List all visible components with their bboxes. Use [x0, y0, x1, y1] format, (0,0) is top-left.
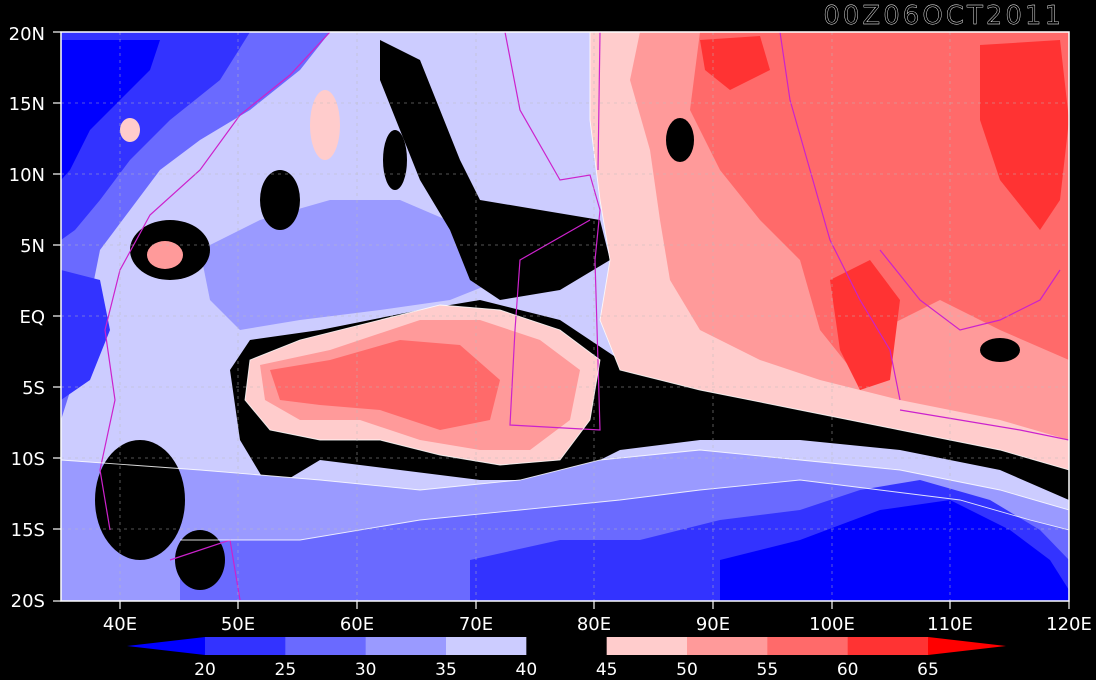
- colorbar-label: 35: [435, 660, 457, 680]
- lat-label: EQ: [19, 307, 45, 328]
- colorbar-label: 65: [917, 660, 939, 680]
- colorbar-label: 45: [596, 660, 618, 680]
- contour-region-east-peak2: [830, 260, 900, 390]
- blob-2: [666, 118, 694, 162]
- colorbar-swatch-high-arrow: [928, 637, 1006, 655]
- colorbar: 20 25 30 35 40 45 50 55 60 65: [127, 637, 1006, 680]
- lat-label: 5N: [20, 236, 45, 257]
- contour-region-east-high: [690, 32, 1069, 380]
- contour-region-east-peak: [980, 40, 1069, 230]
- lon-label: 110E: [927, 614, 973, 635]
- contour-region-central-band: [200, 200, 500, 330]
- contour-lines: [61, 32, 1069, 541]
- colorbar-label: 40: [516, 660, 538, 680]
- longitude-axis: 40E 50E 60E 70E 80E 90E 100E 110E 120E: [103, 601, 1092, 635]
- lon-label: 120E: [1046, 614, 1092, 635]
- contour-region-west-lower: [61, 270, 110, 400]
- colorbar-swatch: [446, 637, 527, 655]
- lon-label: 90E: [696, 614, 730, 635]
- contour-region-west-deepest: [61, 40, 160, 180]
- blob-7: [383, 130, 407, 190]
- lat-label: 15S: [11, 520, 45, 541]
- map-area: [61, 32, 1069, 601]
- lat-label: 15N: [9, 94, 45, 115]
- colorbar-swatch: [847, 637, 929, 655]
- colorbar-swatch: [365, 637, 447, 655]
- colorbar-swatch: [526, 637, 608, 655]
- lat-label: 10N: [9, 165, 45, 186]
- lon-label: 80E: [577, 614, 611, 635]
- lat-label: 20S: [11, 591, 45, 612]
- colorbar-label: 60: [837, 660, 859, 680]
- colorbar-swatch: [767, 637, 849, 655]
- colorbar-label: 20: [194, 660, 216, 680]
- contour-region-tongue-high: [270, 340, 500, 430]
- lat-label: 20N: [9, 24, 45, 45]
- lon-label: 60E: [340, 614, 374, 635]
- lon-label: 40E: [103, 614, 137, 635]
- lon-label: 50E: [221, 614, 255, 635]
- colorbar-label: 30: [355, 660, 377, 680]
- colorbar-swatch: [285, 637, 367, 655]
- blob-4: [175, 530, 225, 590]
- blob-8: [980, 338, 1020, 362]
- patch-3: [120, 118, 140, 142]
- colorbar-swatch: [205, 637, 286, 655]
- contour-region-south-deepest: [720, 500, 1069, 601]
- colorbar-swatch: [687, 637, 768, 655]
- lon-label: 70E: [459, 614, 493, 635]
- gridlines: [61, 32, 1069, 601]
- patch-1: [310, 90, 340, 160]
- lat-label: 5S: [22, 378, 45, 399]
- colorbar-swatch: [606, 637, 688, 655]
- blob-3: [95, 440, 185, 560]
- contour-region-east-peak3: [700, 36, 770, 90]
- patch-2: [147, 241, 183, 269]
- blob-1: [490, 226, 590, 254]
- lon-label: 100E: [809, 614, 855, 635]
- colorbar-label: 25: [275, 660, 297, 680]
- map-title: 00Z06OCT2011: [823, 1, 1064, 31]
- blob-6: [260, 170, 300, 230]
- latitude-axis: 20N 15N 10N 5N EQ 5S 10S 15S 20S: [9, 24, 61, 612]
- colorbar-swatch-low-arrow: [127, 637, 205, 655]
- lat-label: 10S: [11, 449, 45, 470]
- colorbar-label: 50: [676, 660, 698, 680]
- colorbar-label: 55: [757, 660, 779, 680]
